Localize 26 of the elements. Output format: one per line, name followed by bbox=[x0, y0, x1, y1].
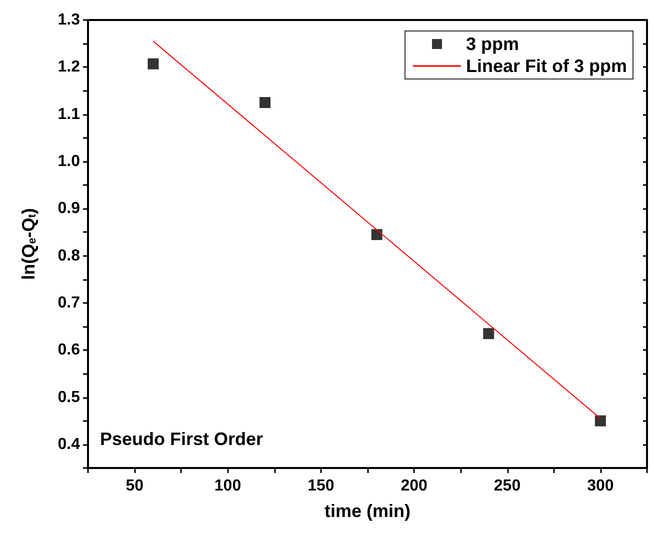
x-tick-label: 250 bbox=[494, 478, 521, 494]
y-tick-label: 0.8 bbox=[58, 247, 80, 264]
y-tick-label: 0.9 bbox=[58, 200, 80, 218]
x-tick-label: 50 bbox=[126, 478, 144, 494]
x-tick-label: 150 bbox=[308, 478, 334, 494]
point bbox=[148, 58, 159, 70]
y-tick-label: 0.7 bbox=[58, 294, 80, 312]
point bbox=[260, 97, 271, 108]
y-tick-label: 1.2 bbox=[58, 58, 80, 76]
annotation: Pseudo First Order bbox=[100, 429, 264, 449]
legend-label: Linear Fit of 3 ppm bbox=[466, 56, 628, 76]
y-tick-label: 0.5 bbox=[58, 388, 80, 406]
y-tick-label: 1.0 bbox=[58, 152, 80, 170]
x-tick-label: 100 bbox=[214, 478, 242, 494]
x-tick-label: 300 bbox=[587, 478, 614, 494]
y-tick-label: 0.6 bbox=[58, 342, 80, 359]
x-tick-label: 200 bbox=[400, 478, 428, 494]
y-tick-label: 1.1 bbox=[58, 106, 80, 123]
y-axis-title: ln(Qe-Qt) bbox=[18, 208, 38, 280]
point bbox=[371, 229, 382, 240]
x-axis-title: time (min) bbox=[324, 501, 411, 521]
y-tick-label: 0.4 bbox=[58, 436, 80, 453]
point bbox=[594, 415, 606, 426]
y-tick-label: 1.3 bbox=[58, 12, 80, 28]
point bbox=[483, 328, 494, 340]
legend-label: 3 ppm bbox=[466, 34, 520, 54]
